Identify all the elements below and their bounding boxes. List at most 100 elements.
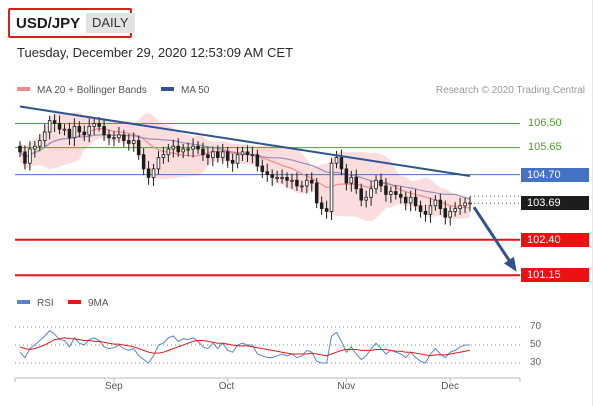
ma50-line <box>19 134 471 200</box>
candle-body <box>18 145 22 153</box>
candle-body <box>57 123 62 130</box>
rsi-axis-label: 50 <box>530 339 542 350</box>
candle-body <box>324 208 329 212</box>
candle-body <box>166 148 171 156</box>
x-tick-label: Sep <box>104 381 123 392</box>
candle-body <box>87 125 91 136</box>
candle-body <box>245 151 250 156</box>
candle-body <box>423 211 428 215</box>
instrument-header[interactable]: USD/JPY DAILY <box>8 8 135 38</box>
level-label-resistance: 104.70 <box>521 167 589 182</box>
legend-ma20-label: MA 20 + Bollinger Bands <box>37 85 147 96</box>
candle-body <box>295 179 299 187</box>
rsi-swatch-icon <box>17 300 30 305</box>
bollinger-band <box>20 112 470 222</box>
candle-body <box>201 148 205 156</box>
candle-body <box>369 188 373 198</box>
candle-body <box>329 162 334 212</box>
ma20-swatch-icon <box>17 87 30 92</box>
candle-body <box>28 148 32 164</box>
x-tick-label: Nov <box>337 381 356 392</box>
candle-body <box>176 145 181 153</box>
legend-rsi: RSI <box>17 298 54 309</box>
candle-body <box>112 137 116 140</box>
candle-body <box>131 140 136 144</box>
legend-rsi-label: RSI <box>37 298 54 309</box>
candle-body <box>280 177 284 179</box>
candle-body <box>156 157 161 170</box>
candle-body <box>62 128 67 131</box>
candle-body <box>408 196 413 204</box>
candle-body <box>468 202 472 205</box>
candle-body <box>270 174 274 178</box>
candle-body <box>458 205 462 209</box>
candle-body <box>122 134 126 141</box>
candle-body <box>285 177 289 181</box>
ma50-swatch-icon <box>161 87 174 92</box>
x-tick-label: Oct <box>218 381 235 392</box>
candle-body <box>275 177 279 179</box>
candle-body <box>403 196 408 204</box>
rsi-ma-line <box>19 337 471 357</box>
candle-body <box>146 168 151 178</box>
candle-body <box>334 157 339 164</box>
candle-body <box>354 177 359 190</box>
candle-body <box>394 191 398 195</box>
candle-body <box>161 154 166 158</box>
candle-body <box>265 171 270 175</box>
candle-body <box>260 165 265 173</box>
candle-body <box>186 148 190 151</box>
candle-body <box>364 196 368 201</box>
level-label-target: 105.65 <box>528 140 562 153</box>
candle-body <box>117 134 121 139</box>
candle-body <box>52 120 57 124</box>
candle-body <box>240 151 245 156</box>
candle-body <box>319 202 324 209</box>
timeframe-badge[interactable]: DAILY <box>86 13 135 33</box>
candle-body <box>433 199 438 207</box>
candle-body <box>97 123 101 127</box>
legend-ma20: MA 20 + Bollinger Bands <box>17 85 147 96</box>
candle-body <box>453 208 457 212</box>
candle-body <box>82 131 87 136</box>
candle-body <box>290 179 294 182</box>
candle-body <box>374 179 378 190</box>
candle-body <box>250 154 255 157</box>
candle-body <box>47 120 52 133</box>
candle-body <box>413 196 418 207</box>
level-label-support: 101.15 <box>521 268 589 283</box>
candle-body <box>102 125 106 136</box>
candle-body <box>211 151 215 158</box>
legend-ma50: MA 50 <box>161 85 209 96</box>
rsi-axis-label: 70 <box>530 321 542 332</box>
candle-body <box>305 179 309 187</box>
candle-body <box>443 208 448 218</box>
candle-body <box>38 140 42 147</box>
ma9-swatch-icon <box>68 300 81 305</box>
candle-body <box>235 154 240 164</box>
candle-body <box>379 179 383 187</box>
candle-body <box>23 151 27 164</box>
trendline <box>19 105 471 177</box>
candle-body <box>151 168 156 178</box>
rsi-axis-label: 30 <box>530 357 542 368</box>
candle-body <box>141 154 146 170</box>
rsi-line <box>19 329 470 364</box>
timestamp: Tuesday, December 29, 2020 12:53:09 AM C… <box>17 45 294 60</box>
candle-body <box>339 157 344 170</box>
candle-body <box>136 140 141 156</box>
candle-body <box>171 145 176 150</box>
candle-body <box>448 211 452 218</box>
projection-arrowhead-icon <box>503 256 517 272</box>
candle-body <box>92 123 96 127</box>
candle-body <box>206 154 210 158</box>
projection-arrow <box>472 206 517 271</box>
candle-body <box>216 151 220 158</box>
level-label-target: 106.50 <box>528 116 562 129</box>
candle-body <box>349 177 354 184</box>
candle-body <box>389 191 393 195</box>
candle-body <box>33 145 37 150</box>
level-label-support: 102.40 <box>521 232 589 247</box>
candle-body <box>384 185 388 195</box>
